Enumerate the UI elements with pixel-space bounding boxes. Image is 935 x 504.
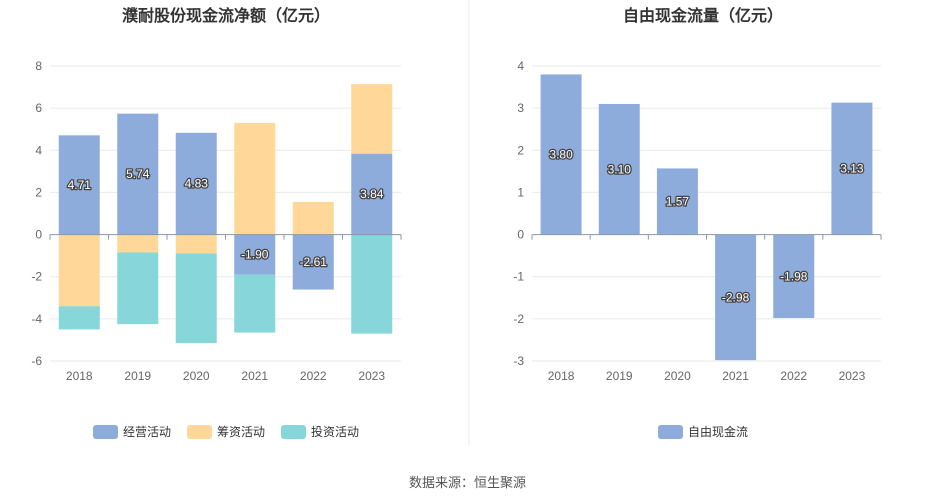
bar-筹资活动 (234, 122, 276, 235)
x-tick-label: 2021 (722, 369, 749, 383)
legend-swatch (93, 425, 118, 439)
y-tick-label: -6 (31, 354, 42, 368)
y-tick-label: -2 (31, 270, 42, 284)
bar-投资活动 (351, 234, 393, 334)
bar-自由现金流 (540, 74, 582, 235)
data-label: 3.84 (360, 187, 384, 201)
data-label: 4.71 (68, 178, 92, 192)
x-tick-label: 2023 (358, 369, 385, 383)
x-tick-label: 2022 (300, 369, 327, 383)
legend-label: 投资活动 (311, 424, 359, 439)
bar-经营活动 (351, 153, 393, 235)
y-tick-label: -4 (31, 312, 42, 326)
legend-swatch (658, 425, 683, 439)
bar-筹资活动 (351, 84, 393, 154)
y-tick-label: -3 (513, 354, 524, 368)
x-tick-label: 2019 (606, 369, 633, 383)
bar-经营活动 (234, 234, 276, 275)
data-label: -1.98 (780, 269, 808, 283)
legend-swatch (187, 425, 212, 439)
legend-item: 经营活动 (93, 425, 171, 439)
bar-筹资活动 (175, 234, 217, 254)
bar-自由现金流 (831, 102, 873, 235)
free-cash-flow-chart: 自由现金流量（亿元） -3 -2 -1 0 1 2 3 4 3.80 3.10 1.57 -2.98 -1… (513, 6, 882, 439)
data-label: 5.74 (126, 167, 150, 181)
y-tick-label: -1 (513, 270, 524, 284)
bar-自由现金流 (773, 234, 815, 319)
y-tick-label: 1 (517, 185, 524, 199)
bar-投资活动 (175, 253, 217, 344)
data-source-note: 数据来源：恒生聚源 (408, 476, 526, 491)
legend-item: 筹资活动 (187, 425, 265, 439)
data-label: -2.61 (300, 255, 328, 269)
data-label: -2.98 (722, 290, 750, 304)
bar-经营活动 (292, 234, 334, 290)
data-label: 3.10 (608, 162, 632, 176)
data-label: 4.83 (185, 177, 209, 191)
bar-筹资活动 (58, 234, 100, 307)
bar-经营活动 (58, 135, 100, 235)
cash-flow-net-chart: 濮耐股份现金流净额（亿元） -6 -4 -2 0 2 4 6 8 4.71 5.74 4.83 -1.9… (31, 6, 402, 439)
y-tick-label: 8 (35, 59, 42, 73)
legend-label: 自由现金流 (688, 424, 748, 439)
legend-item: 投资活动 (281, 424, 359, 439)
bar-自由现金流 (598, 103, 640, 235)
y-tick-label: 6 (35, 101, 42, 115)
bar-自由现金流 (656, 168, 698, 235)
x-tick-label: 2020 (183, 369, 210, 383)
data-label: -1.90 (241, 248, 269, 262)
legend-item: 自由现金流 (658, 424, 748, 439)
bar-投资活动 (58, 306, 100, 330)
x-tick-label: 2018 (66, 369, 93, 383)
data-label: 3.13 (840, 162, 864, 176)
bar-自由现金流 (715, 234, 757, 361)
legend-label: 筹资活动 (217, 425, 265, 439)
chart-title: 濮耐股份现金流净额（亿元） (122, 6, 330, 25)
y-tick-label: 3 (517, 101, 524, 115)
y-tick-label: 4 (517, 59, 524, 73)
y-tick-label: 4 (35, 143, 42, 157)
y-tick-label: -2 (513, 312, 524, 326)
bar-筹资活动 (117, 234, 159, 253)
y-tick-label: 0 (517, 228, 524, 242)
y-tick-label: 0 (35, 228, 42, 242)
bar-投资活动 (234, 274, 276, 333)
bar-筹资活动 (292, 201, 334, 235)
y-tick-label: 2 (35, 185, 42, 199)
y-tick-label: 2 (517, 143, 524, 157)
x-tick-label: 2023 (839, 369, 866, 383)
x-tick-label: 2020 (664, 369, 691, 383)
chart-title: 自由现金流量（亿元） (623, 6, 783, 25)
bar-经营活动 (117, 113, 159, 235)
bar-投资活动 (117, 252, 159, 325)
x-tick-label: 2019 (124, 369, 151, 383)
legend-label: 经营活动 (123, 425, 171, 439)
bar-经营活动 (175, 132, 217, 235)
x-tick-label: 2018 (548, 369, 575, 383)
data-label: 3.80 (549, 148, 573, 162)
x-tick-label: 2021 (241, 369, 268, 383)
legend-swatch (281, 425, 306, 439)
x-tick-label: 2022 (780, 369, 807, 383)
data-label: 1.57 (666, 194, 690, 208)
